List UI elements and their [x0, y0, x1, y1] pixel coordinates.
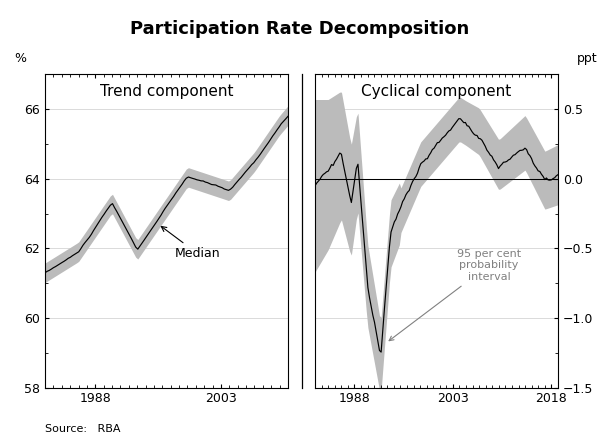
Text: Trend component: Trend component [100, 84, 233, 99]
Text: %: % [14, 52, 27, 65]
Text: Participation Rate Decomposition: Participation Rate Decomposition [130, 20, 470, 38]
Text: Cyclical component: Cyclical component [361, 84, 512, 99]
Text: ppt: ppt [577, 52, 598, 65]
Text: Median: Median [161, 226, 221, 260]
Text: Source:   RBA: Source: RBA [45, 424, 121, 434]
Text: 95 per cent
probability
interval: 95 per cent probability interval [389, 248, 521, 341]
